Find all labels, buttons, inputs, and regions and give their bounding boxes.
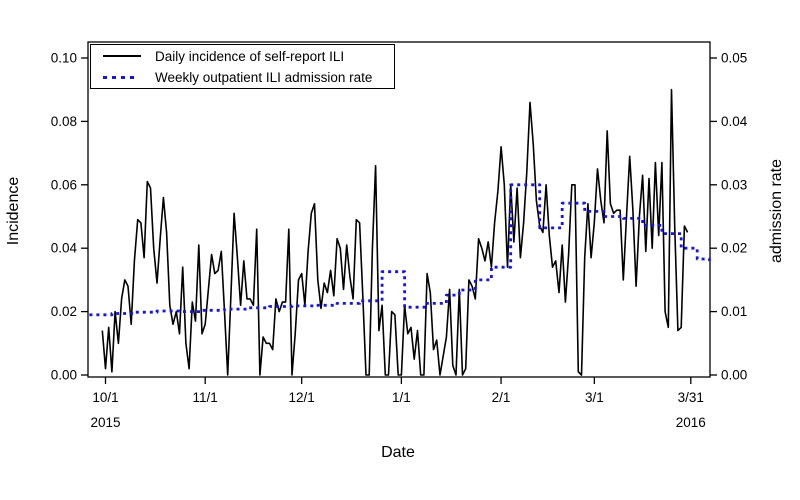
x-tick-label: 3/1 (585, 390, 604, 405)
legend-label-weekly-admission: Weekly outpatient ILI admission rate (155, 69, 373, 85)
x-tick-label: 1/1 (392, 390, 411, 405)
y-left-tick-label: 0.06 (51, 177, 77, 192)
daily-incidence-line (101, 88, 689, 376)
y-left-tick-label: 0.02 (51, 304, 77, 319)
x-tick-label: 3/31 (678, 390, 704, 405)
left-axis-title: Incidence (5, 176, 22, 246)
x-axis-title: Date (381, 444, 415, 461)
x-tick-label: 12/1 (289, 390, 315, 405)
y-left-tick-label: 0.04 (51, 241, 78, 256)
y-right-tick-label: 0.03 (721, 177, 747, 192)
y-right-tick-label: 0.05 (721, 51, 747, 66)
y-left-tick-label: 0.00 (51, 368, 77, 383)
y-right-tick-label: 0.04 (721, 114, 748, 129)
plot-frame (87, 41, 711, 378)
right-axis-title: admission rate (768, 158, 785, 264)
y-left-tick-label: 0.10 (51, 51, 77, 66)
x-year-label: 2016 (676, 415, 706, 430)
x-year-label: 2015 (90, 415, 120, 430)
legend: Daily incidence of self-report ILI Weekl… (90, 44, 395, 89)
legend-entry-weekly-admission: Weekly outpatient ILI admission rate (91, 68, 394, 86)
x-tick-label: 11/1 (193, 390, 218, 405)
x-tick-label: 10/1 (92, 390, 118, 405)
y-right-tick-label: 0.00 (721, 368, 747, 383)
solid-line-swatch (103, 55, 147, 57)
legend-entry-daily-incidence: Daily incidence of self-report ILI (91, 47, 394, 65)
y-left-tick-label: 0.08 (51, 114, 77, 129)
x-tick-label: 2/1 (492, 390, 511, 405)
weekly-admission-line (89, 183, 711, 317)
legend-label-daily-incidence: Daily incidence of self-report ILI (155, 48, 345, 64)
y-right-tick-label: 0.02 (721, 241, 747, 256)
y-right-tick-label: 0.01 (721, 304, 747, 319)
dotted-line-swatch (103, 75, 147, 79)
